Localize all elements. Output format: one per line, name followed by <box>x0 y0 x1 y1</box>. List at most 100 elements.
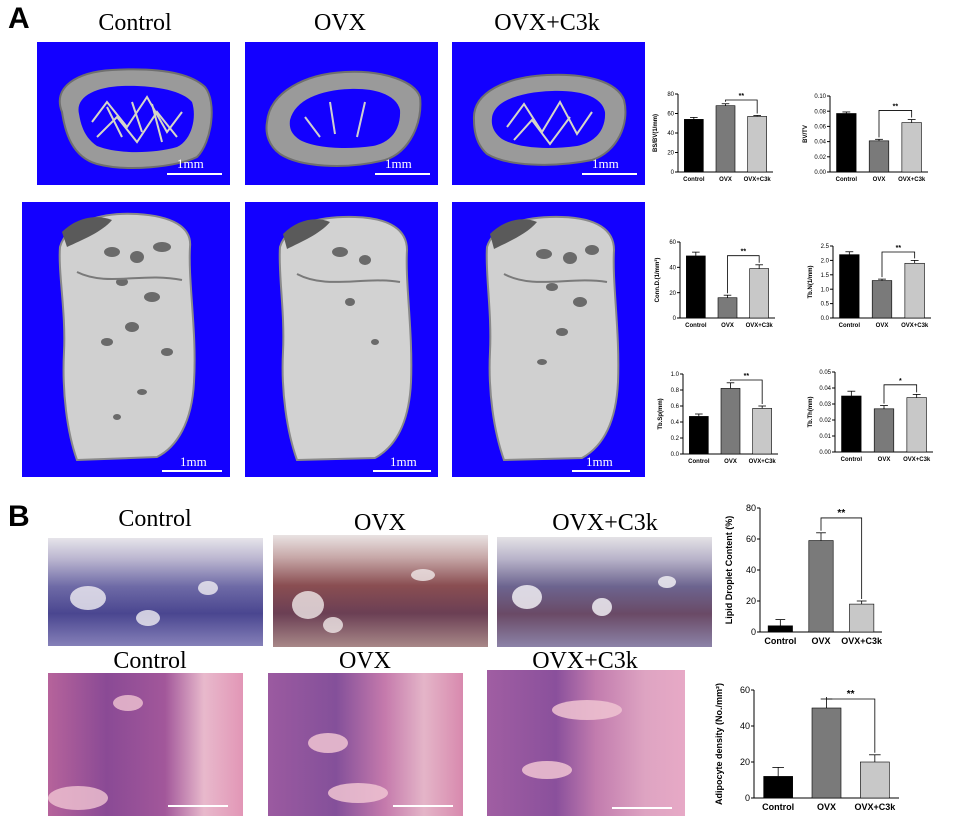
y-tick-label: 0.5 <box>821 302 830 308</box>
y-tick-label: 0.00 <box>819 450 831 456</box>
y-tick-label: 20 <box>667 151 674 157</box>
y-tick-label: 60 <box>740 685 750 695</box>
significance-label: ** <box>739 93 745 100</box>
y-tick-label: 0.04 <box>819 386 831 392</box>
y-tick-label: 60 <box>746 534 756 544</box>
histo-oilred-c3k <box>497 537 712 647</box>
scale-bar <box>167 173 222 175</box>
scale-label: 1mm <box>586 454 613 469</box>
x-tick-label: OVX <box>878 457 891 463</box>
col-title-control-b-bottom: Control <box>113 648 187 674</box>
y-tick-label: 0 <box>671 170 675 176</box>
y-tick-label: 80 <box>667 92 674 98</box>
ct-cross-section-ovx: 1mm <box>245 42 438 185</box>
bar-ovx <box>720 388 741 455</box>
chart-tb-sp: 0.0 0.2 0.4 0.6 0.8 1.0 Tb.Sp(mm) Control OVX OVX… <box>658 372 778 465</box>
chart-adipocyte: 0 20 40 60 Adipocyte density (No./mm²) Contro… <box>714 683 899 812</box>
histo-oilred-control <box>48 538 263 646</box>
col-title-c3k-b-top: OVX+C3k <box>552 510 658 536</box>
bar-ovx-c3k <box>860 761 890 799</box>
y-tick-label: 0.8 <box>671 388 680 394</box>
histo-he-control <box>48 673 243 816</box>
y-tick-label: 1.0 <box>821 287 830 293</box>
x-tick-label: Control <box>764 636 796 646</box>
y-tick-label: 0.0 <box>821 316 830 322</box>
bar-ovx-c3k <box>904 262 925 319</box>
y-tick-label: 0.10 <box>814 94 826 100</box>
y-axis-label: BS/BV(1/mm) <box>653 114 659 152</box>
y-axis-label: Conn.D.(1/mm³) <box>654 258 661 303</box>
ct-cross-section-c3k: 1mm <box>452 42 645 185</box>
y-axis-label: Lipid Droplet Content (%) <box>724 516 734 624</box>
ct-cross-section-control: 1mm <box>37 42 230 185</box>
x-tick-label: Control <box>839 323 861 329</box>
col-title-c3k-b-bottom: OVX+C3k <box>532 648 638 674</box>
bar-ovx-c3k <box>752 408 772 455</box>
significance-bracket <box>881 251 916 278</box>
x-tick-label: OVX+C3k <box>746 323 774 329</box>
x-tick-label: OVX+C3k <box>744 177 772 183</box>
significance-label: ** <box>893 103 899 110</box>
y-tick-label: 0.04 <box>814 140 826 146</box>
x-tick-label: OVX <box>721 323 734 329</box>
x-tick-label: OVX <box>876 323 889 329</box>
bar-ovx-c3k <box>749 268 769 319</box>
significance-bracket <box>878 110 913 138</box>
chart-tb-n: 0.0 0.5 1.0 1.5 2.0 2.5 Tb.N(1/mm) Control OVX OV… <box>808 244 931 329</box>
y-axis-label: Tb.Sp(mm) <box>658 398 664 429</box>
y-tick-label: 1.5 <box>821 273 830 279</box>
y-tick-label: 0.0 <box>671 452 680 458</box>
significance-label: ** <box>744 373 750 380</box>
bar-control <box>689 416 709 455</box>
y-tick-label: 60 <box>667 112 674 118</box>
chart-bs-bv: 0 20 40 60 80 BS/BV(1/mm) Control OVX OVX+C3k ** <box>653 92 773 183</box>
significance-label: ** <box>837 508 845 519</box>
scale-label: 1mm <box>390 454 417 469</box>
scale-bar <box>572 470 630 472</box>
y-tick-label: 0.05 <box>819 370 831 376</box>
bar-control <box>839 254 860 319</box>
significance-label: * <box>899 378 902 385</box>
col-title-c3k-a: OVX+C3k <box>494 10 600 36</box>
y-tick-label: 40 <box>746 565 756 575</box>
bar-ovx <box>715 105 736 173</box>
bar-control <box>763 776 793 799</box>
y-tick-label: 0.02 <box>819 418 831 424</box>
y-tick-label: 0 <box>745 793 750 803</box>
bar-ovx-c3k <box>849 603 875 633</box>
x-tick-label: OVX+C3k <box>898 177 926 183</box>
y-axis-label: Tb.Th(mm) <box>808 397 814 428</box>
col-title-control-b-top: Control <box>118 506 192 532</box>
bar-ovx-c3k <box>747 116 767 173</box>
y-tick-label: 1.0 <box>671 372 680 378</box>
histo-oilred-ovx <box>273 535 488 647</box>
scale-bar <box>375 173 430 175</box>
y-tick-label: 0.06 <box>814 125 826 131</box>
significance-bracket <box>883 384 918 404</box>
scale-bar <box>162 470 222 472</box>
significance-bracket <box>725 99 758 114</box>
chart-bv-tv: 0.00 0.02 0.04 0.06 0.08 0.10 BV/TV Control OVX O… <box>803 94 928 183</box>
x-tick-label: Control <box>685 323 707 329</box>
x-tick-label: OVX <box>724 459 737 465</box>
y-tick-label: 20 <box>669 291 676 297</box>
bar-ovx <box>808 540 834 633</box>
bar-ovx-c3k <box>901 122 922 173</box>
y-tick-label: 80 <box>746 503 756 513</box>
bar-ovx <box>873 408 895 453</box>
y-tick-label: 0.6 <box>671 404 680 410</box>
panel-b-letter: B <box>8 500 30 533</box>
histo-he-ovx <box>268 673 463 816</box>
col-title-ovx-b-bottom: OVX <box>339 648 391 674</box>
x-tick-label: OVX+C3k <box>854 802 896 812</box>
y-tick-label: 0.02 <box>814 155 826 161</box>
significance-label: ** <box>896 245 902 252</box>
significance-bracket <box>730 379 763 404</box>
significance-label: ** <box>741 249 747 256</box>
col-title-ovx-a: OVX <box>314 10 366 36</box>
x-tick-label: OVX+C3k <box>903 457 931 463</box>
y-tick-label: 2.5 <box>821 244 830 250</box>
y-tick-label: 40 <box>740 721 750 731</box>
ct-longitudinal-ovx: 1mm <box>245 202 438 477</box>
x-tick-label: OVX <box>817 802 836 812</box>
